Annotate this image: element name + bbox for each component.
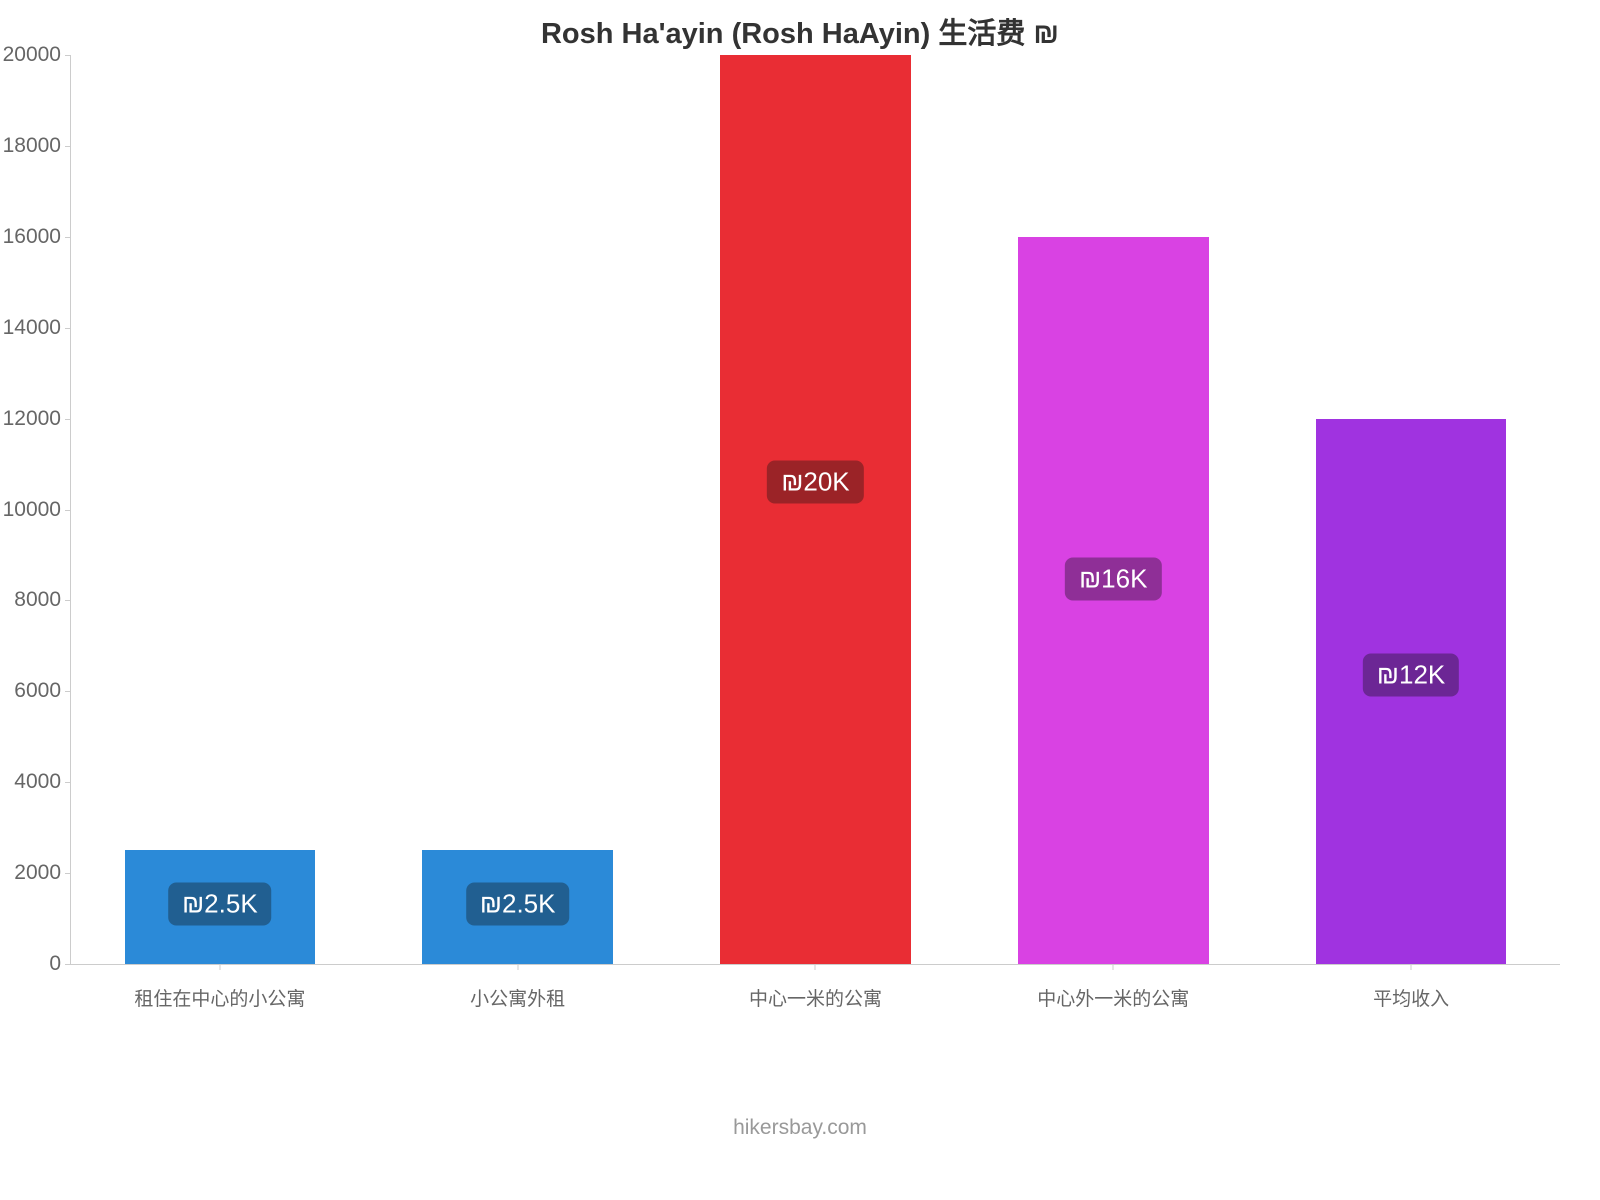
bar-slot: ₪12K平均收入 bbox=[1262, 55, 1560, 964]
bar-slot: ₪2.5K租住在中心的小公寓 bbox=[71, 55, 369, 964]
plot-outer: ₪2.5K租住在中心的小公寓₪2.5K小公寓外租₪20K中心一米的公寓₪16K中… bbox=[70, 55, 1560, 965]
y-tick-label: 12000 bbox=[3, 407, 71, 431]
plot-area: ₪2.5K租住在中心的小公寓₪2.5K小公寓外租₪20K中心一米的公寓₪16K中… bbox=[70, 55, 1560, 965]
attribution-text: hikersbay.com bbox=[733, 1116, 867, 1140]
chart-title: Rosh Ha'ayin (Rosh HaAyin) 生活费 ₪ bbox=[0, 10, 1600, 52]
bar-slot: ₪16K中心外一米的公寓 bbox=[964, 55, 1262, 964]
bar-slot: ₪20K中心一米的公寓 bbox=[667, 55, 965, 964]
y-tick-label: 16000 bbox=[3, 225, 71, 249]
x-tick-label: 中心外一米的公寓 bbox=[1037, 964, 1189, 1011]
bar: ₪20K bbox=[720, 55, 911, 964]
y-tick-label: 8000 bbox=[14, 588, 71, 612]
bar-value-badge: ₪2.5K bbox=[168, 882, 272, 925]
y-tick-label: 6000 bbox=[14, 679, 71, 703]
bar: ₪2.5K bbox=[125, 850, 316, 964]
y-tick-label: 14000 bbox=[3, 316, 71, 340]
bar: ₪12K bbox=[1316, 419, 1507, 964]
y-tick-label: 10000 bbox=[3, 498, 71, 522]
bar-value-badge: ₪2.5K bbox=[466, 882, 570, 925]
y-tick-label: 0 bbox=[49, 952, 71, 976]
bar-value-badge: ₪20K bbox=[767, 461, 863, 504]
x-tick-label: 小公寓外租 bbox=[470, 964, 565, 1011]
x-tick-label: 平均收入 bbox=[1373, 964, 1449, 1011]
bar: ₪16K bbox=[1018, 237, 1209, 964]
y-tick-label: 4000 bbox=[14, 770, 71, 794]
y-tick-label: 2000 bbox=[14, 861, 71, 885]
bar-slot: ₪2.5K小公寓外租 bbox=[369, 55, 667, 964]
bar-value-badge: ₪16K bbox=[1065, 557, 1161, 600]
cost-of-living-chart: Rosh Ha'ayin (Rosh HaAyin) 生活费 ₪ ₪2.5K租住… bbox=[0, 0, 1600, 1200]
x-tick-label: 中心一米的公寓 bbox=[749, 964, 882, 1011]
bar-value-badge: ₪12K bbox=[1363, 653, 1459, 696]
y-tick-label: 18000 bbox=[3, 134, 71, 158]
x-tick-label: 租住在中心的小公寓 bbox=[134, 964, 305, 1011]
bar: ₪2.5K bbox=[422, 850, 613, 964]
bars-container: ₪2.5K租住在中心的小公寓₪2.5K小公寓外租₪20K中心一米的公寓₪16K中… bbox=[71, 55, 1560, 964]
y-tick-label: 20000 bbox=[3, 43, 71, 67]
